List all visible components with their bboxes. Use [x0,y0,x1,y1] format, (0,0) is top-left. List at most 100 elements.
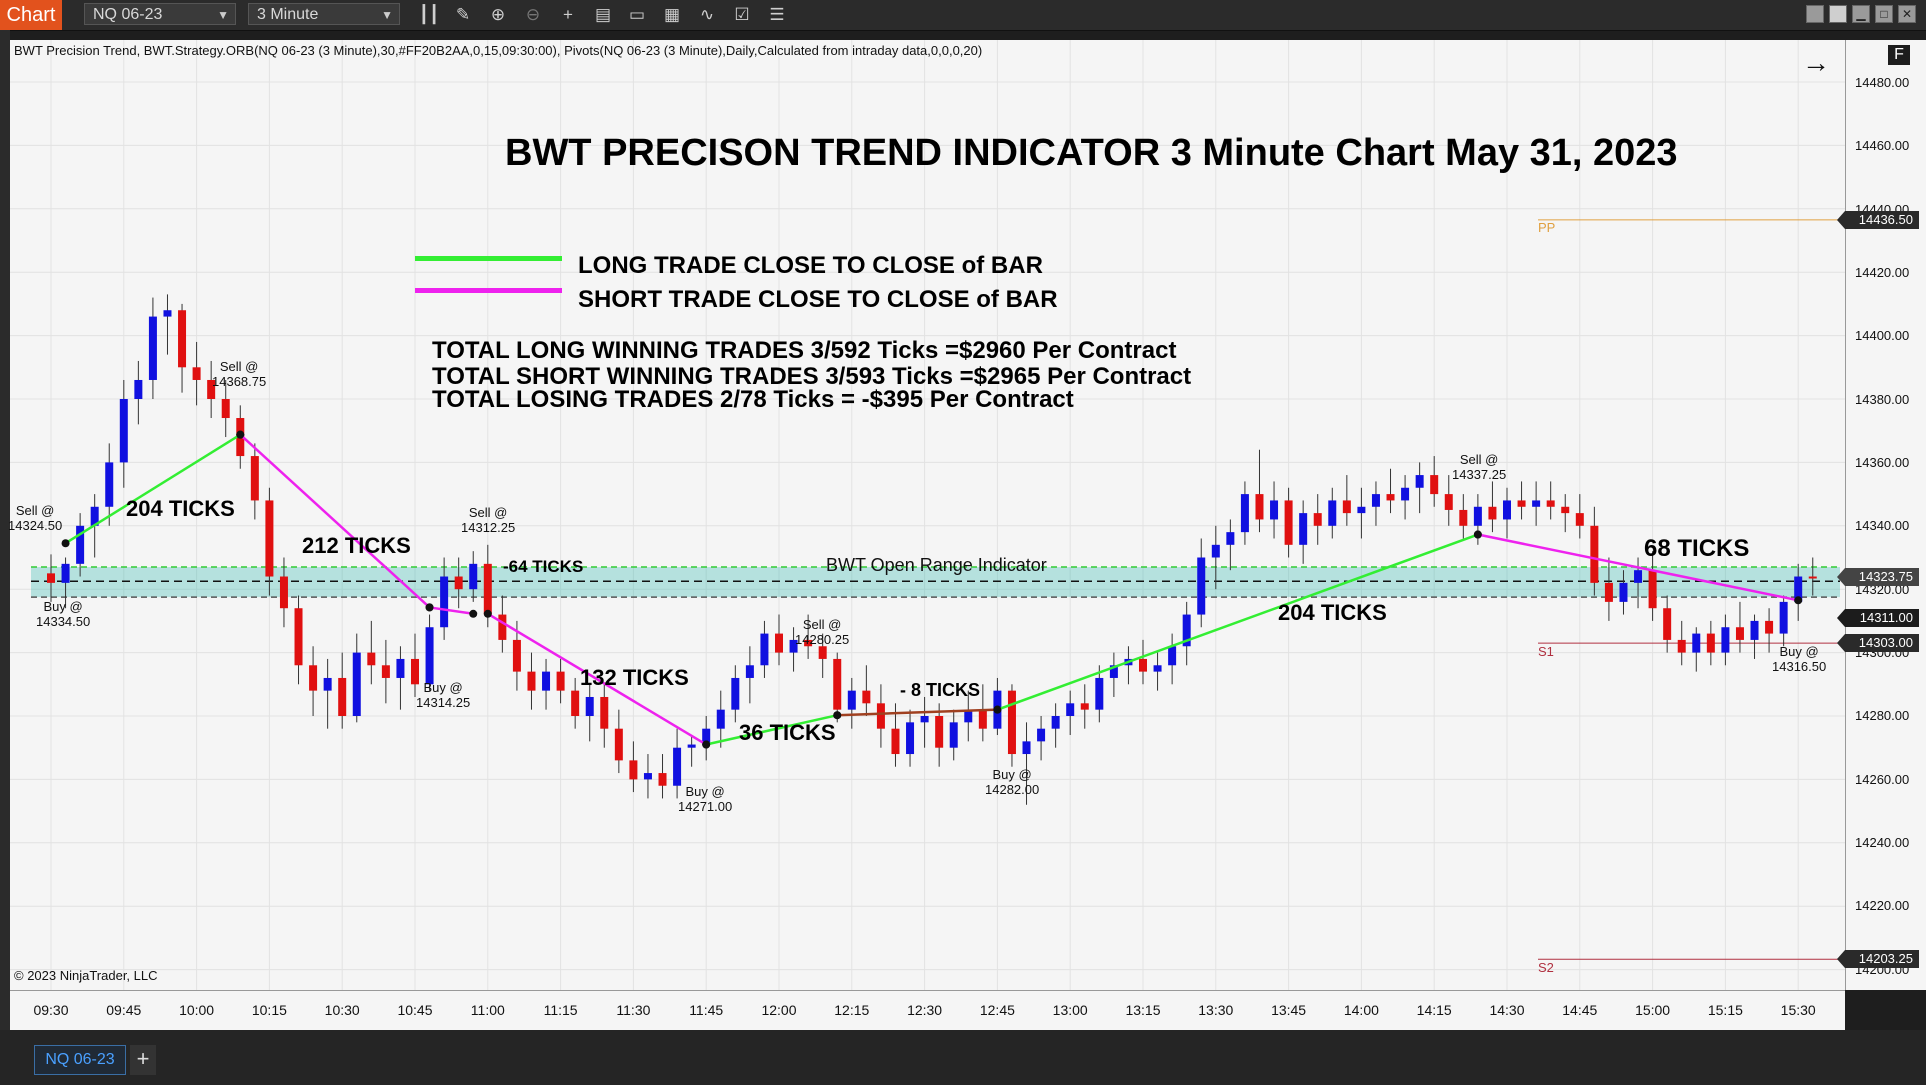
instrument-selector[interactable]: NQ 06-23 ▼ [84,3,236,25]
minimize-icon[interactable]: ▁ [1852,5,1870,23]
chevron-down-icon: ▼ [381,8,393,22]
strategy-icon[interactable]: ▦ [663,5,681,24]
trade-line [837,708,998,717]
chart-panel[interactable] [10,40,1845,990]
candle-body [1677,639,1686,653]
candle-body [148,316,157,380]
candle-body [1663,608,1672,640]
zoom-out-icon[interactable]: ⊖ [525,5,541,24]
trade-tick-label: 68 TICKS [1644,535,1750,562]
orb-label: BWT Open Range Indicator [826,555,1047,575]
candle-body [1648,570,1657,609]
trade-tick-label: 132 TICKS [580,665,689,690]
candle-body [309,665,318,691]
candle-body [556,671,565,691]
x-tick: 13:15 [1125,1002,1161,1018]
candle-body [775,633,783,653]
candle-body [134,379,143,399]
x-tick: 14:00 [1343,1002,1379,1018]
maximize-icon[interactable]: □ [1875,5,1893,23]
trade-annotation-buy: Buy @14316.50 [1772,644,1827,674]
candle-body [1270,500,1279,520]
candle-body [571,690,580,716]
tile-window-icon[interactable] [1806,5,1824,23]
close-icon[interactable]: ✕ [1898,5,1916,23]
candle-body [352,652,361,716]
trade-tick-label: 212 TICKS [302,533,411,558]
data-box-icon[interactable]: ▤ [594,5,612,24]
tab-nq-06-23[interactable]: NQ 06-23 [34,1045,126,1075]
draw-icon[interactable]: ✎ [455,5,471,24]
candle-body [1517,500,1526,507]
crosshair-icon[interactable]: + [563,5,573,24]
candle-body [687,744,696,748]
candle-body [876,703,885,729]
trade-line [64,433,241,545]
x-tick: 11:00 [470,1002,505,1018]
candle-body [250,456,259,501]
candle-body [1473,506,1482,526]
arrow-right-icon[interactable]: → [1802,47,1830,78]
x-tick: 13:45 [1271,1002,1307,1018]
candle-body [1575,513,1584,526]
window-icon[interactable]: ▭ [628,5,646,24]
candle-body [323,677,332,691]
price-axis[interactable] [1845,40,1926,990]
indicator-icon[interactable]: ∿ [699,5,715,24]
x-tick: 10:30 [324,1002,360,1018]
candle-body [789,639,798,653]
candle-body [163,310,172,317]
trade-marker [833,711,842,720]
trade-line [429,606,474,616]
candle-body [862,690,871,704]
y-tick: 14380.00 [1855,392,1910,407]
candle-body [1619,582,1628,602]
candle-body [1051,716,1060,729]
candle-body [949,722,958,748]
candle-body [1371,494,1380,507]
candle-body [1066,703,1075,716]
candle-body [1604,582,1613,602]
f-button[interactable]: F [1888,45,1910,65]
candle-body [1080,703,1089,710]
add-tab-button[interactable]: + [130,1045,156,1075]
candle-body [265,500,274,577]
candle-body [1313,513,1322,526]
interval-selector[interactable]: 3 Minute ▼ [248,3,400,25]
bar-style-icon[interactable]: ┃┃ [418,5,440,24]
trade-annotation-sell: Sell @14280.25 [795,617,850,647]
y-tick: 14240.00 [1855,835,1910,850]
instrument-value: NQ 06-23 [93,6,163,23]
properties-icon[interactable]: ☑ [734,5,750,24]
chart-toolbar: Chart NQ 06-23 ▼ 3 Minute ▼ ┃┃ ✎ ⊕ ⊖ + ▤… [0,0,1926,31]
trade-annotation-buy: Buy @14271.00 [678,784,733,814]
time-axis[interactable] [10,990,1845,1030]
pivot-s2-label: S2 [1538,960,1554,975]
x-tick: 10:45 [397,1002,433,1018]
trade-marker [993,705,1002,714]
trade-line [487,612,707,746]
trade-tick-label: - 8 TICKS [900,680,981,700]
candle-body [1386,494,1395,501]
price-badge-orb: 14311.00 [1837,609,1919,627]
zoom-in-icon[interactable]: ⊕ [490,5,506,24]
trade-tick-label: -64 TICKS [503,557,584,576]
chevron-down-icon: ▼ [217,8,229,22]
pivot-pp-label: PP [1538,220,1556,235]
candle-body [1139,658,1147,672]
candle-body [1328,500,1337,526]
chart-tab[interactable]: Chart [0,0,62,30]
orb-band [31,567,1840,598]
float-window-icon[interactable] [1829,5,1847,23]
long-legend-label: LONG TRADE CLOSE TO CLOSE of BAR [578,252,1043,279]
x-tick: 13:30 [1198,1002,1234,1018]
stat-short: TOTAL SHORT WINNING TRADES 3/593 Ticks =… [432,363,1192,390]
candle-body [1299,513,1308,545]
candle-body [542,671,551,691]
candle-body [935,716,944,748]
list-icon[interactable]: ☰ [769,5,785,24]
candle-body [1037,728,1046,742]
trade-annotation-sell: Sell @14312.25 [461,505,516,535]
candle-body [119,399,128,463]
